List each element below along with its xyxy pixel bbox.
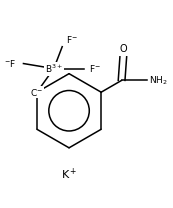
Text: O: O	[120, 44, 127, 54]
Text: K$^+$: K$^+$	[61, 167, 77, 182]
Text: NH$_2$: NH$_2$	[149, 74, 167, 87]
Text: F$^{-}$: F$^{-}$	[89, 63, 101, 74]
Text: C$^{-}$: C$^{-}$	[30, 87, 43, 98]
Text: B$^{3+}$: B$^{3+}$	[45, 62, 63, 75]
Text: F$^{-}$: F$^{-}$	[66, 34, 78, 45]
Text: $^{-}$F: $^{-}$F	[4, 58, 17, 69]
